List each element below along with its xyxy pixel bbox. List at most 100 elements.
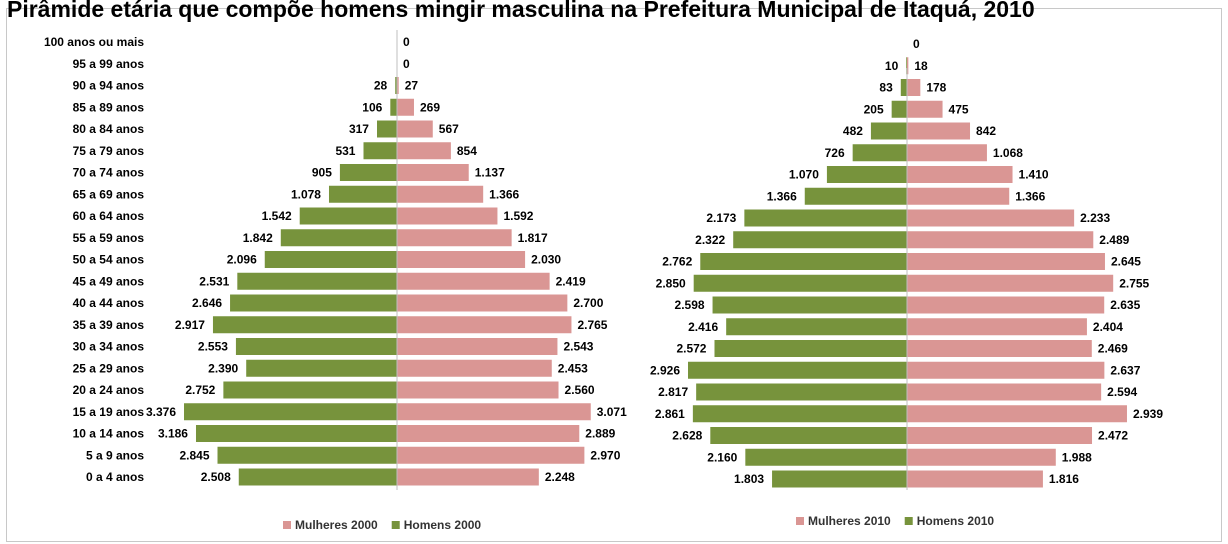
male-bar — [390, 98, 397, 116]
female-bar — [397, 251, 526, 268]
male-bar — [212, 316, 397, 334]
male-bar — [328, 185, 397, 203]
male-data-label: 2.160 — [707, 450, 737, 464]
female-bar — [907, 144, 987, 162]
male-data-label: 2.861 — [655, 407, 685, 421]
female-data-label: 18 — [914, 59, 928, 73]
female-data-label: 2.453 — [558, 361, 588, 375]
female-data-label: 2.233 — [1080, 211, 1110, 225]
female-bar — [397, 120, 433, 138]
male-data-label: 2.628 — [672, 429, 702, 443]
female-bar — [397, 338, 558, 355]
female-data-label: 2.560 — [565, 383, 595, 397]
male-bar — [744, 209, 907, 227]
female-bar — [907, 122, 971, 140]
legend-swatch-male — [904, 517, 913, 525]
male-bar — [363, 142, 397, 160]
male-data-label: 726 — [825, 146, 845, 160]
category-label: 95 a 99 anos — [73, 57, 145, 71]
male-bar — [339, 164, 397, 181]
male-data-label: 531 — [335, 144, 355, 158]
male-data-label: 2.850 — [656, 276, 686, 290]
male-data-label: 3.376 — [146, 405, 176, 419]
female-data-label: 1.817 — [518, 231, 548, 245]
female-data-label: 1.592 — [503, 209, 533, 223]
female-bar — [397, 403, 591, 421]
male-bar — [891, 100, 907, 118]
female-data-label: 2.489 — [1099, 233, 1129, 247]
male-bar — [299, 207, 397, 225]
female-data-label: 2.472 — [1098, 429, 1128, 443]
male-data-label: 317 — [349, 122, 369, 136]
male-bar — [376, 120, 397, 138]
male-data-label: 28 — [374, 79, 388, 93]
chart-frame: Pirâmide etária que compõe homens mingir… — [6, 0, 1222, 542]
male-data-label: 2.572 — [676, 342, 706, 356]
female-bar — [907, 100, 943, 118]
category-label: 55 a 59 anos — [73, 231, 145, 245]
male-bar — [852, 144, 907, 162]
male-bar — [772, 470, 907, 488]
female-data-label: 2.765 — [577, 318, 607, 332]
female-data-label: 178 — [926, 81, 946, 95]
chart-title: Pirâmide etária que compõe homens mingir… — [7, 0, 1035, 22]
male-data-label: 1.803 — [734, 472, 764, 486]
category-label: 75 a 79 anos — [73, 144, 145, 158]
legend-swatch-female — [796, 517, 804, 525]
female-bar — [397, 381, 559, 399]
female-data-label: 2.637 — [1110, 363, 1140, 377]
category-label: 35 a 39 anos — [73, 318, 145, 332]
female-bar — [907, 209, 1075, 227]
female-data-label: 2.543 — [563, 340, 593, 354]
female-bar — [397, 185, 484, 203]
female-data-label: 0 — [403, 35, 410, 49]
male-data-label: 905 — [312, 166, 332, 180]
category-label: 90 a 94 anos — [73, 79, 145, 93]
male-data-label: 482 — [843, 124, 863, 138]
category-label: 10 a 14 anos — [73, 427, 145, 441]
female-bar — [907, 405, 1127, 423]
legend-label-male: Homens 2010 — [917, 514, 995, 528]
category-label: 50 a 54 anos — [73, 253, 145, 267]
female-bar — [907, 318, 1087, 336]
female-bar — [397, 77, 399, 94]
legend-swatch-male — [391, 521, 400, 529]
female-bar — [397, 468, 539, 486]
female-bar — [907, 231, 1094, 249]
female-bar — [907, 274, 1114, 292]
category-label: 20 a 24 anos — [73, 383, 145, 397]
male-data-label: 2.762 — [662, 255, 692, 269]
male-bar — [246, 359, 397, 377]
female-data-label: 842 — [976, 124, 996, 138]
female-data-label: 1.068 — [993, 146, 1023, 160]
female-bar — [397, 272, 550, 290]
female-bar — [907, 427, 1093, 444]
female-data-label: 2.248 — [545, 470, 575, 484]
male-bar — [235, 338, 397, 355]
female-data-label: 854 — [457, 144, 477, 158]
female-data-label: 269 — [420, 100, 440, 114]
female-bar — [907, 166, 1013, 183]
female-data-label: 0 — [403, 57, 410, 71]
male-data-label: 1.542 — [262, 209, 292, 223]
male-bar — [870, 122, 907, 140]
female-data-label: 3.071 — [597, 405, 627, 419]
category-label: 80 a 84 anos — [73, 122, 145, 136]
category-label: 5 a 9 anos — [86, 448, 144, 462]
category-label: 30 a 34 anos — [73, 340, 145, 354]
female-bar — [907, 361, 1105, 379]
category-label: 65 a 69 anos — [73, 187, 145, 201]
male-data-label: 2.531 — [199, 274, 229, 288]
male-data-label: 2.752 — [185, 383, 215, 397]
male-bar — [195, 425, 397, 442]
male-bar — [900, 79, 907, 96]
female-bar — [397, 142, 451, 160]
female-data-label: 2.635 — [1110, 298, 1140, 312]
male-data-label: 2.845 — [179, 448, 209, 462]
male-data-label: 2.416 — [688, 320, 718, 334]
category-label: 40 a 44 anos — [73, 296, 145, 310]
female-data-label: 2.939 — [1133, 407, 1163, 421]
female-data-label: 475 — [949, 102, 969, 116]
female-bar — [397, 164, 469, 181]
female-bar — [397, 207, 498, 225]
